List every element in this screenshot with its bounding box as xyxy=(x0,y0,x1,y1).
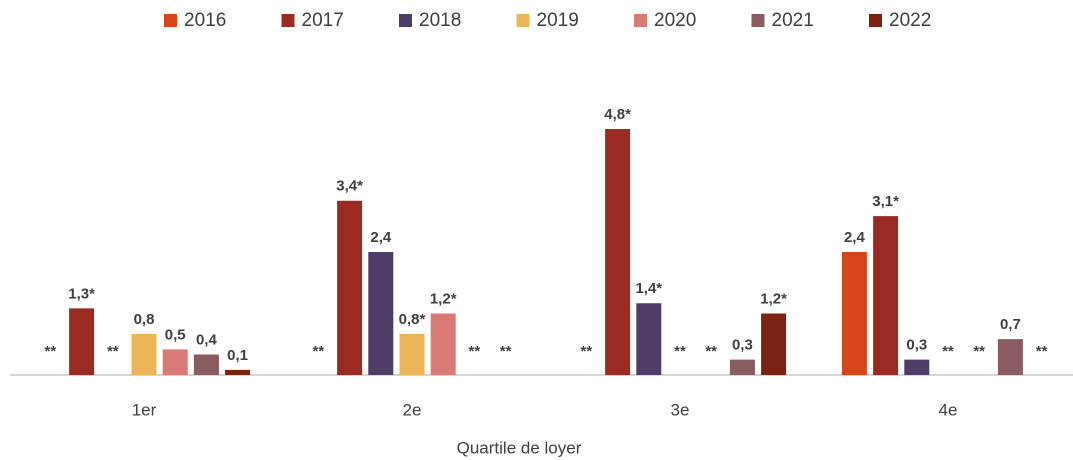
data-label: ** xyxy=(1036,343,1048,360)
bar xyxy=(69,308,95,375)
legend-swatch xyxy=(516,14,530,27)
data-label: 3,4* xyxy=(336,178,363,195)
legend-label: 2017 xyxy=(302,10,344,31)
data-label: 2,4 xyxy=(844,229,866,246)
x-tick-label: 2e xyxy=(403,400,422,419)
data-label: ** xyxy=(705,343,717,360)
bar xyxy=(368,252,394,375)
data-label: ** xyxy=(469,343,481,360)
bar xyxy=(873,216,899,375)
legend-swatch xyxy=(869,14,882,27)
data-label: 3,1* xyxy=(872,193,899,210)
data-label: 1,2* xyxy=(760,290,787,307)
data-label: 0,1 xyxy=(227,347,248,364)
bar xyxy=(399,334,425,375)
x-axis-label: Quartile de loyer xyxy=(457,438,582,457)
legend-label: 2016 xyxy=(184,10,226,31)
bar xyxy=(337,200,363,375)
data-label: 2,4 xyxy=(370,229,392,246)
data-label: 1,4* xyxy=(635,280,662,297)
data-label: 1,2* xyxy=(430,290,457,307)
legend-label: 2021 xyxy=(772,10,814,31)
bar xyxy=(605,129,631,375)
bar xyxy=(761,313,787,375)
legend-swatch xyxy=(281,14,295,27)
data-label: 0,3 xyxy=(906,337,927,354)
data-label: ** xyxy=(674,343,686,360)
x-tick-label: 4e xyxy=(939,400,958,419)
data-label: 0,8* xyxy=(399,311,426,328)
bar xyxy=(841,252,867,375)
legend-swatch xyxy=(751,14,765,27)
bar xyxy=(225,369,251,375)
data-label: ** xyxy=(973,343,985,360)
bar xyxy=(430,313,456,375)
data-label: ** xyxy=(107,343,119,360)
legend-swatch xyxy=(164,14,177,27)
x-tick-label: 3e xyxy=(671,400,690,419)
bar xyxy=(636,303,662,375)
data-label: ** xyxy=(500,343,512,360)
bar xyxy=(131,334,157,375)
data-label: 1,3* xyxy=(68,285,95,302)
data-label: 0,8 xyxy=(134,311,155,328)
legend-label: 2019 xyxy=(537,10,579,31)
x-tick-label: 1er xyxy=(132,400,157,419)
bar xyxy=(997,339,1023,375)
data-label: ** xyxy=(942,343,954,360)
data-label: 0,3 xyxy=(732,337,753,354)
legend-label: 2018 xyxy=(419,10,461,31)
legend-label: 2022 xyxy=(889,10,931,31)
data-label: ** xyxy=(581,343,593,360)
data-label: 0,5 xyxy=(165,326,186,343)
legend-swatch xyxy=(399,14,412,27)
legend-label: 2020 xyxy=(654,10,696,31)
bar xyxy=(729,359,755,375)
data-label: 0,7 xyxy=(1000,316,1021,333)
data-label: 4,8* xyxy=(604,106,631,123)
data-label: ** xyxy=(45,343,57,360)
data-label: ** xyxy=(313,343,325,360)
bar xyxy=(162,349,188,375)
legend-swatch xyxy=(634,14,647,27)
data-label: 0,4 xyxy=(196,331,218,348)
bar xyxy=(904,359,930,375)
bar xyxy=(193,354,219,375)
